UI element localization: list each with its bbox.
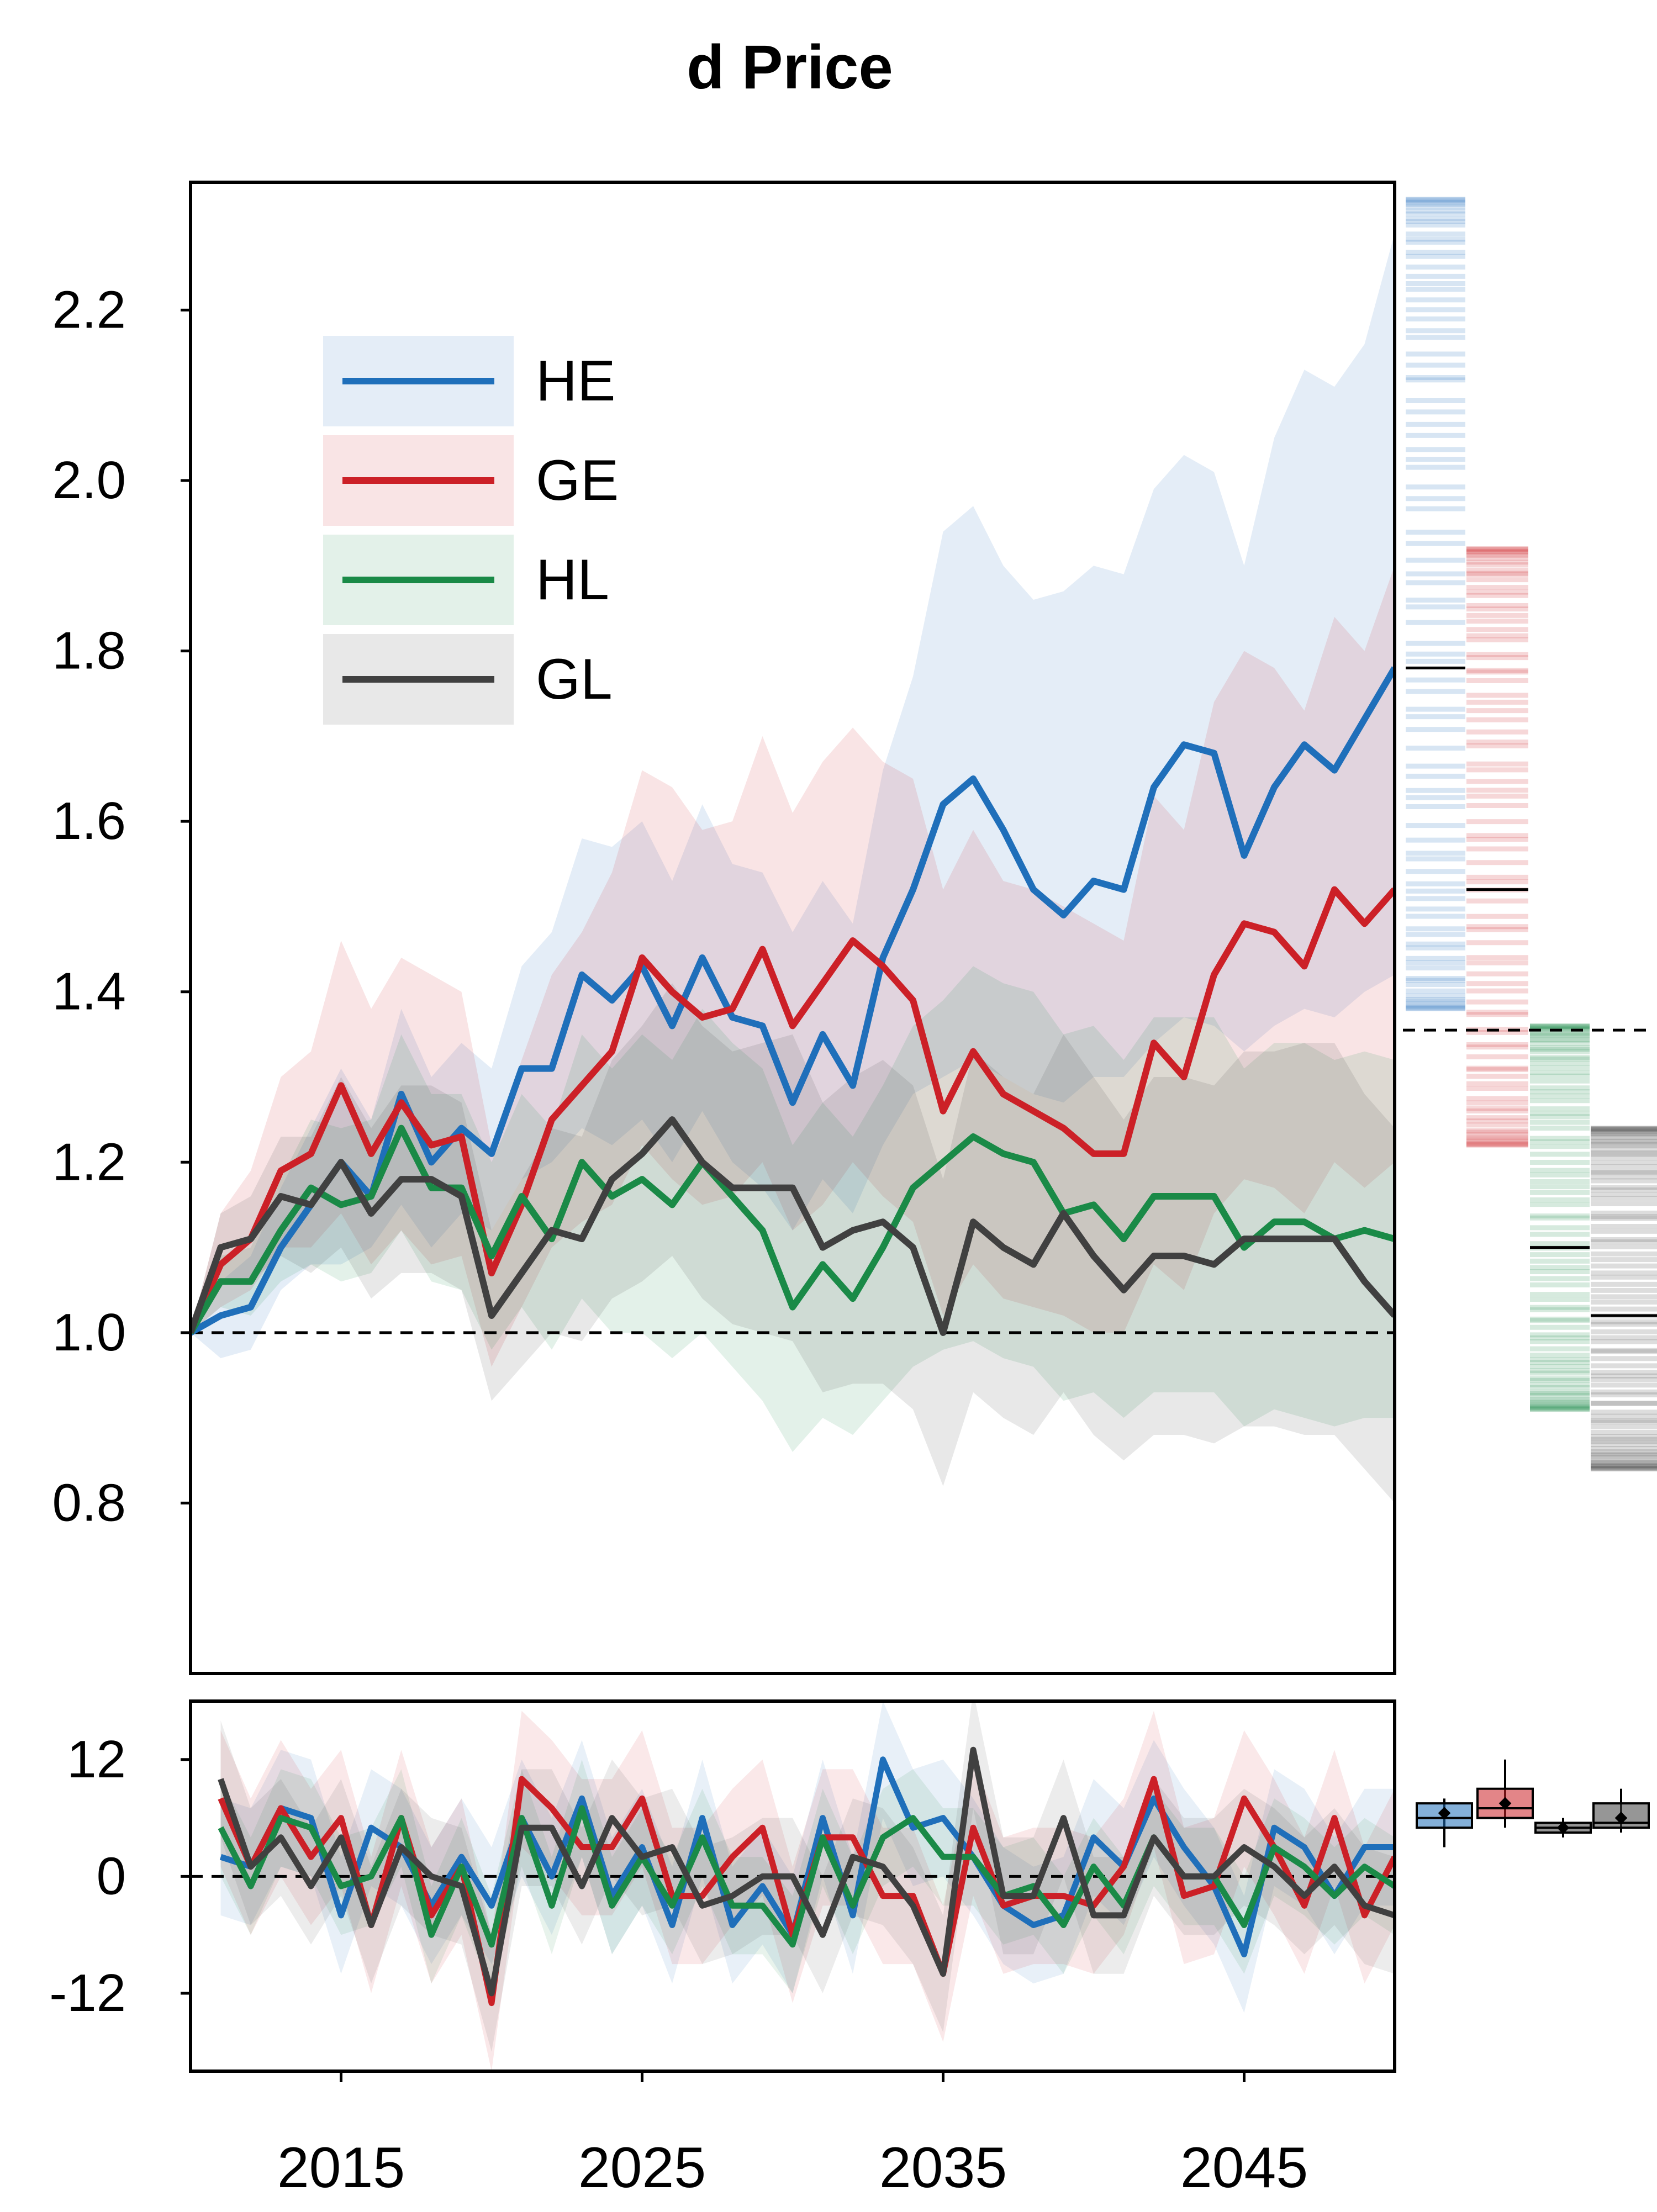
band-he <box>191 233 1395 1359</box>
box-mean-hl <box>1556 1821 1570 1834</box>
box-mean-ge <box>1498 1797 1512 1810</box>
x-tick-label: 2035 <box>879 2136 1007 2200</box>
series-line-hl <box>191 1125 1395 1334</box>
legend-label: GE <box>536 448 619 513</box>
x-tick-label: 2025 <box>578 2136 706 2200</box>
x-tick-label: 2015 <box>277 2136 405 2200</box>
y-tick-label: 2.2 <box>52 280 126 339</box>
main-plot-frame <box>189 181 1396 1675</box>
y-tick-label: 1.2 <box>52 1132 126 1191</box>
series-line-he <box>191 666 1395 1336</box>
y-tick-label: 0.8 <box>52 1473 126 1532</box>
legend-label: HL <box>536 548 609 612</box>
chart-title: d Price <box>687 33 893 102</box>
main-plot-area <box>191 233 1395 1503</box>
series-line-gl <box>191 1116 1395 1336</box>
band-ge <box>191 566 1395 1367</box>
growth-line-gl <box>218 1746 1395 1997</box>
growth-y-tick-label: -12 <box>49 1963 126 2023</box>
series-line-ge <box>191 886 1395 1334</box>
legend-label: HE <box>536 349 615 413</box>
growth-plot-frame <box>189 1699 1396 2073</box>
legend-label: GL <box>536 647 613 711</box>
growth-y-tick-label: 12 <box>67 1730 126 1789</box>
box-mean-he <box>1438 1807 1451 1820</box>
box-mean-gl <box>1614 1812 1628 1824</box>
y-tick-label: 1.8 <box>52 621 126 680</box>
growth-y-tick-label: 0 <box>97 1846 126 1905</box>
y-tick-label: 1.4 <box>52 962 126 1021</box>
band-gl <box>191 983 1395 1503</box>
x-tick-label: 2045 <box>1180 2136 1308 2200</box>
band-hl <box>191 966 1395 1452</box>
growth-band-he <box>220 1701 1395 2013</box>
growth-plot-area <box>191 1701 1395 2071</box>
y-tick-label: 1.6 <box>52 791 126 851</box>
y-tick-label: 1.0 <box>52 1303 126 1362</box>
y-tick-label: 2.0 <box>52 451 126 510</box>
